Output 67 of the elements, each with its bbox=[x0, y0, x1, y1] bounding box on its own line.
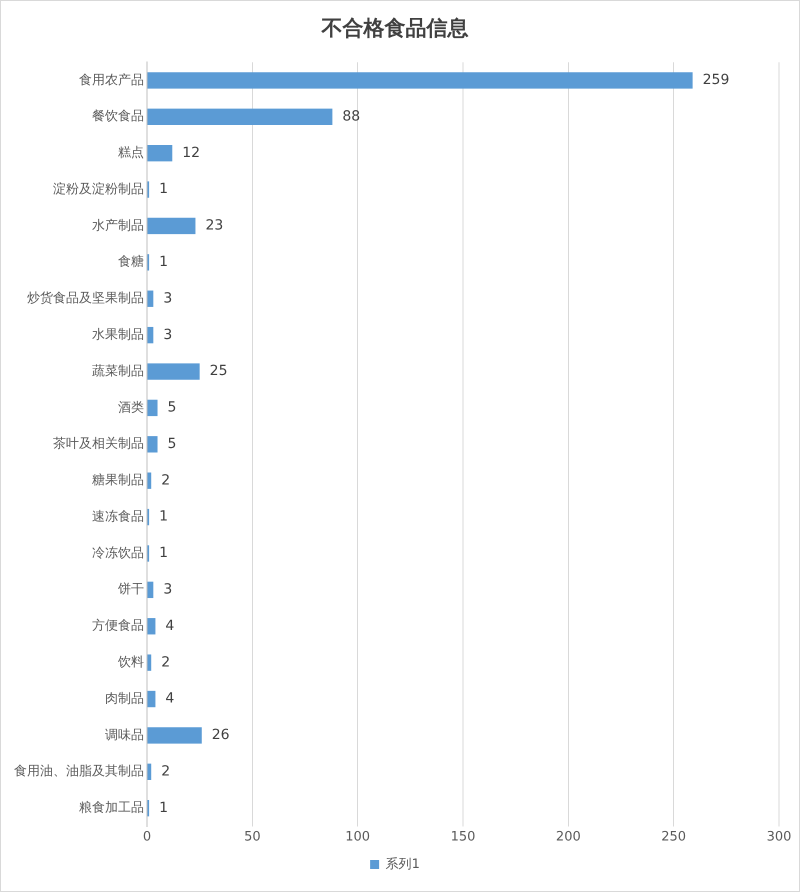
y-tick-label: 食糖 bbox=[118, 254, 144, 270]
x-tick-label: 0 bbox=[142, 830, 152, 845]
data-label: 3 bbox=[163, 582, 172, 598]
bar bbox=[148, 363, 200, 380]
x-tick-label: 50 bbox=[244, 830, 261, 845]
data-label: 1 bbox=[159, 181, 168, 198]
y-tick-label: 炒货食品及坚果制品 bbox=[27, 291, 144, 306]
y-tick-label: 蔬菜制品 bbox=[92, 364, 144, 379]
legend-label: 系列1 bbox=[386, 856, 420, 872]
bar bbox=[148, 727, 202, 744]
data-label: 5 bbox=[168, 400, 176, 416]
bar bbox=[148, 582, 154, 598]
y-tick-label: 食用农产品 bbox=[79, 72, 144, 88]
y-tick-label: 饼干 bbox=[117, 582, 144, 598]
bar bbox=[148, 72, 693, 89]
data-label: 88 bbox=[342, 108, 360, 124]
data-label: 1 bbox=[159, 800, 168, 816]
x-tick-label: 250 bbox=[661, 830, 686, 845]
y-tick-label: 食用油、油脂及其制品 bbox=[14, 764, 144, 780]
bar bbox=[148, 764, 152, 780]
data-label: 4 bbox=[165, 690, 174, 707]
y-tick-label: 茶叶及相关制品 bbox=[53, 436, 144, 452]
y-tick-label: 方便食品 bbox=[92, 618, 144, 634]
data-label: 1 bbox=[159, 254, 168, 270]
bar bbox=[148, 326, 154, 344]
data-label: 5 bbox=[168, 436, 176, 452]
bar bbox=[148, 400, 158, 416]
data-label: 12 bbox=[182, 144, 200, 161]
x-tick-label: 300 bbox=[766, 830, 792, 845]
data-label: 1 bbox=[159, 545, 168, 562]
data-label: 26 bbox=[212, 727, 230, 744]
data-label: 259 bbox=[702, 72, 730, 88]
bar bbox=[148, 108, 332, 125]
y-tick-label: 酒类 bbox=[118, 400, 144, 416]
bar bbox=[148, 472, 152, 489]
y-tick-label: 调味品 bbox=[105, 728, 144, 743]
x-tick-label: 200 bbox=[556, 830, 581, 845]
bar bbox=[148, 144, 172, 162]
data-label: 4 bbox=[165, 618, 174, 634]
x-tick-label: 150 bbox=[450, 830, 476, 845]
y-tick-label: 冷冻饮品 bbox=[92, 546, 144, 561]
x-tick-label: 100 bbox=[345, 830, 370, 845]
y-tick-label: 糕点 bbox=[118, 146, 144, 161]
bar bbox=[148, 690, 156, 708]
data-label: 2 bbox=[161, 763, 170, 780]
data-label: 1 bbox=[159, 508, 168, 525]
data-label: 23 bbox=[205, 218, 224, 234]
bar bbox=[148, 436, 158, 452]
y-tick-label: 餐饮食品 bbox=[92, 109, 144, 124]
y-tick-label: 水产制品 bbox=[92, 218, 144, 234]
data-label: 3 bbox=[163, 290, 172, 306]
y-tick-label: 粮食加工品 bbox=[79, 800, 144, 816]
bar bbox=[148, 218, 196, 234]
data-label: 25 bbox=[210, 363, 228, 380]
data-label: 2 bbox=[161, 472, 170, 488]
bar bbox=[148, 290, 154, 307]
y-tick-label: 水果制品 bbox=[92, 328, 144, 343]
y-tick-label: 淀粉及淀粉制品 bbox=[53, 182, 144, 197]
bar bbox=[148, 618, 156, 634]
data-label: 3 bbox=[163, 326, 172, 343]
y-tick-label: 饮料 bbox=[117, 655, 144, 670]
y-tick-label: 糖果制品 bbox=[92, 473, 144, 488]
bar bbox=[148, 654, 152, 671]
data-label: 2 bbox=[161, 654, 170, 670]
chart-title: 不合格食品信息 bbox=[320, 16, 468, 40]
y-tick-label: 速冻食品 bbox=[92, 509, 144, 524]
y-tick-label: 肉制品 bbox=[105, 691, 144, 706]
